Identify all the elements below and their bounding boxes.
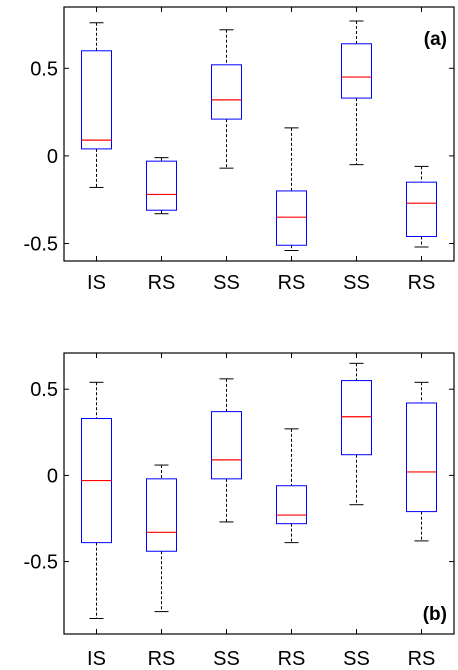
box-5	[341, 362, 372, 506]
iqr-box	[146, 478, 177, 552]
panel-label: (a)	[424, 29, 447, 50]
iqr-box	[81, 50, 112, 150]
x-tick-label: RS	[148, 648, 176, 670]
box-1	[81, 381, 112, 619]
x-tick-label: SS	[213, 648, 240, 670]
box-6	[406, 381, 437, 542]
box-3	[211, 29, 242, 169]
box-4	[276, 428, 307, 544]
iqr-box	[276, 485, 307, 525]
x-tick-label: RS	[278, 272, 306, 294]
x-tick-label: SS	[343, 272, 370, 294]
plot-frame	[63, 6, 455, 262]
x-tick-label: SS	[343, 648, 370, 670]
iqr-box	[406, 181, 437, 237]
y-tick-label: -0.5	[24, 233, 58, 255]
iqr-box	[341, 43, 372, 99]
y-tick-label: 0.5	[30, 379, 58, 401]
iqr-box	[406, 402, 437, 513]
panel-label: (b)	[423, 604, 447, 625]
panel-a: -0.5 0 0.5 IS RS SS RS SS RS (a)	[24, 6, 455, 294]
iqr-box	[146, 160, 177, 211]
iqr-box	[211, 411, 242, 480]
iqr-box	[276, 190, 307, 246]
y-tick-label: 0	[47, 465, 58, 487]
x-tick-label: RS	[148, 272, 176, 294]
y-tick-label: 0	[47, 146, 58, 168]
box-2	[146, 157, 177, 215]
box-2	[146, 464, 177, 613]
x-tick-label: RS	[408, 648, 436, 670]
iqr-box	[341, 380, 372, 456]
y-tick-label: 0.5	[30, 58, 58, 80]
x-tick-label: SS	[213, 272, 240, 294]
y-tick-label: -0.5	[24, 552, 58, 574]
x-tick-label: IS	[87, 272, 106, 294]
box-1	[81, 22, 112, 188]
box-5	[341, 20, 372, 166]
panel-b: -0.5 0 0.5 IS RS SS RS SS RS (b)	[24, 352, 455, 670]
x-tick-label: IS	[87, 648, 106, 670]
box-4	[276, 127, 307, 251]
x-tick-label: RS	[278, 648, 306, 670]
iqr-box	[211, 64, 242, 120]
x-tick-label: RS	[408, 272, 436, 294]
box-6	[406, 165, 437, 248]
box-3	[211, 378, 242, 523]
plot-frame	[63, 352, 455, 635]
